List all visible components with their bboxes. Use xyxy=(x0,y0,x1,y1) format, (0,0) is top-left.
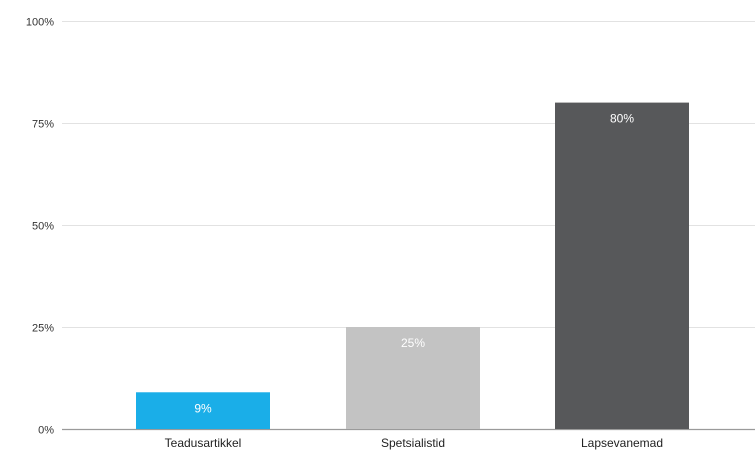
category-label: Spetsialistid xyxy=(381,436,445,450)
y-tick-label: 25% xyxy=(32,323,54,335)
y-tick-label: 100% xyxy=(26,17,54,29)
y-axis-ticks: 0% 25% 50% 75% 100% xyxy=(26,17,54,437)
x-axis-categories: Teadusartikkel Spetsialistid Lapsevanemad xyxy=(165,436,663,450)
category-label: Lapsevanemad xyxy=(581,436,663,450)
y-tick-label: 0% xyxy=(38,425,54,437)
category-label: Teadusartikkel xyxy=(165,436,242,450)
bar xyxy=(346,327,480,429)
y-tick-label: 50% xyxy=(32,221,54,233)
y-tick-label: 75% xyxy=(32,119,54,131)
data-label: 80% xyxy=(610,112,634,126)
data-label: 25% xyxy=(401,336,425,350)
data-label: 9% xyxy=(194,401,212,415)
bars xyxy=(136,102,689,429)
data-labels: 9% 25% 80% xyxy=(194,112,634,416)
bar xyxy=(136,392,270,429)
bar xyxy=(555,102,689,429)
